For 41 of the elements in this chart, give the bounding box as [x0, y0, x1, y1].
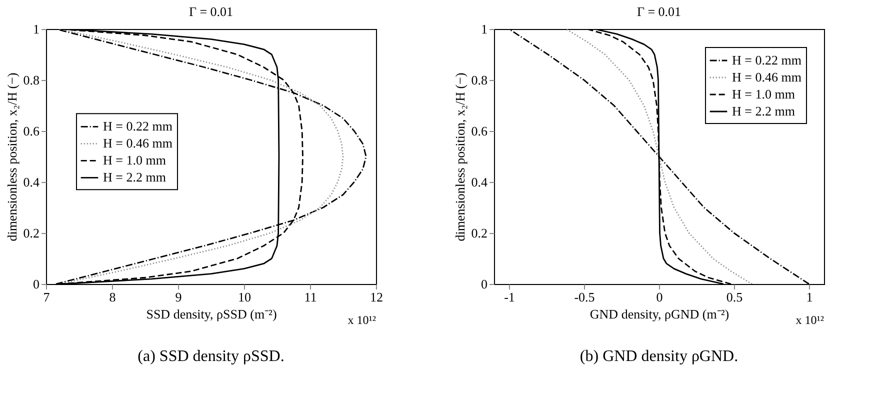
legend-label: H = 0.22 mm	[732, 52, 802, 68]
x-tick-label: 0	[656, 290, 663, 304]
y-tick-label: 1	[33, 22, 40, 36]
legend-label: H = 0.22 mm	[103, 118, 172, 134]
x-tick-label: 0.5	[726, 290, 743, 304]
y-tick-label: 0.8	[23, 72, 40, 88]
x-tick-label: 10	[238, 290, 251, 304]
x-tick-label: 8	[109, 290, 116, 304]
x-tick-label: 9	[175, 290, 182, 304]
legend-label: H = 2.2 mm	[103, 170, 166, 185]
text: (a) SSD density ρSSD.	[138, 348, 284, 365]
y-axis-title: dimensionless position, x₂/H (−)	[452, 72, 468, 242]
y-tick-label: 0.2	[23, 226, 40, 240]
y-tick-label: 0.2	[471, 226, 488, 240]
text: x 10¹²	[796, 313, 824, 327]
y-tick-label: 0	[481, 276, 488, 292]
x-tick-label: 7	[43, 290, 50, 304]
x-tick-label: 1	[806, 290, 813, 304]
x-tick-label: 11	[304, 290, 317, 304]
x-tick-label: -0.5	[574, 290, 595, 304]
text: x 10¹²	[348, 313, 376, 327]
y-tick-label: 0.6	[471, 124, 488, 138]
y-tick-label: 0.4	[471, 174, 488, 190]
y-axis-title: dimensionless position, x₂/H (−)	[4, 72, 20, 242]
x-tick-label: 12	[370, 290, 383, 304]
text: (b) GND density ρGND.	[580, 348, 738, 365]
y-tick-label: 1	[481, 22, 488, 36]
legend-label: H = 1.0 mm	[732, 86, 795, 102]
x-axis-title: SSD density, ρSSD (m⁻²)	[146, 306, 277, 322]
y-tick-label: 0.6	[23, 124, 40, 138]
y-tick-label: 0	[33, 276, 40, 292]
legend-label: H = 2.2 mm	[732, 104, 795, 118]
legend-label: H = 1.0 mm	[103, 152, 166, 168]
chart-title: Γ = 0.01	[188, 4, 234, 19]
legend-label: H = 0.46 mm	[732, 70, 802, 84]
x-axis-title: GND density, ρGND (m⁻²)	[590, 306, 730, 322]
y-tick-label: 0.4	[23, 174, 40, 190]
y-tick-label: 0.8	[471, 72, 488, 88]
chart-title: Γ = 0.01	[636, 4, 682, 19]
x-tick-label: -1	[504, 290, 515, 304]
legend-label: H = 0.46 mm	[103, 136, 172, 151]
